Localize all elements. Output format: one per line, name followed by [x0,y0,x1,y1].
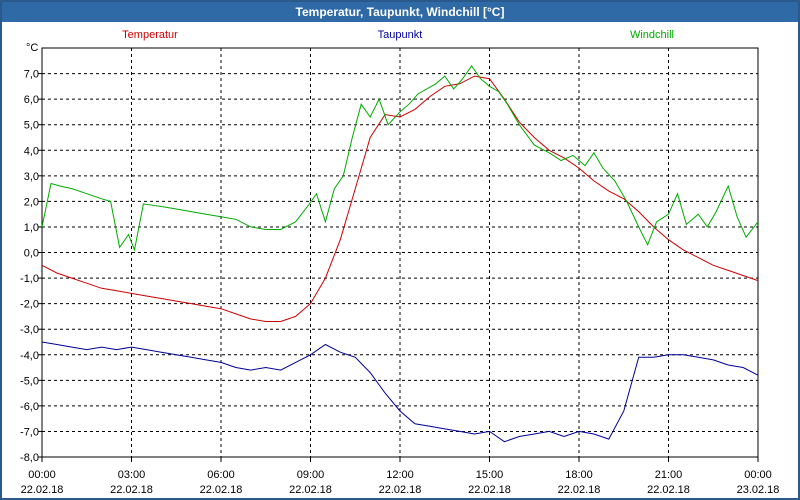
y-tick-label: 5,0 [24,120,39,132]
y-tick-label: -7,0 [20,426,39,438]
x-tick-date: 22.02.18 [558,484,601,496]
y-tick-label: -4,0 [20,350,39,362]
x-tick-date: 22.02.18 [200,484,243,496]
series-line-windchill [41,65,759,252]
y-tick-label: -8,0 [20,452,39,464]
x-axis-ticks: 00:00 22.02.18 03:00 22.02.18 06:00 22.02.18 0… [21,457,780,496]
legend-entry: Taupunkt [378,29,423,41]
y-tick-label: 6,0 [24,94,39,106]
legend: Temperatur Taupunkt Windchill [122,29,674,41]
x-tick-time: 21:00 [655,469,683,481]
x-tick-time: 00:00 [744,469,772,481]
x-tick-time: 06:00 [207,469,235,481]
x-tick-time: 18:00 [565,469,593,481]
x-tick-time: 09:00 [297,469,325,481]
grid [42,48,758,458]
x-tick-date: 22.02.18 [647,484,690,496]
x-tick-time: 15:00 [476,469,504,481]
y-tick-label: -1,0 [20,273,39,285]
x-tick-time: 03:00 [118,469,146,481]
x-tick-time: 00:00 [28,469,56,481]
series-line-taupunkt [41,341,759,443]
y-tick-label: 7,0 [24,69,39,81]
window-title: Temperatur, Taupunkt, Windchill [°C] [2,2,798,22]
x-tick-date: 22.02.18 [110,484,153,496]
y-tick-label: 3,0 [24,171,39,183]
x-tick-date: 22.02.18 [379,484,422,496]
legend-entry: Temperatur [122,29,178,41]
y-tick-label: -3,0 [20,324,39,336]
y-tick-label: 2,0 [24,196,39,208]
y-axis-unit-label: °C [26,42,38,54]
y-tick-label: -2,0 [20,299,39,311]
y-tick-label: 4,0 [24,145,39,157]
x-tick-date: 23.02.18 [737,484,780,496]
x-tick-date: 22.02.18 [468,484,511,496]
y-tick-label: -5,0 [20,375,39,387]
series-lines [41,65,759,443]
x-tick-time: 12:00 [386,469,414,481]
series-line-temperatur [41,75,759,322]
legend-entry: Windchill [630,29,674,41]
y-tick-label: 0,0 [24,248,39,260]
y-axis-ticks: 7,0 6,0 5,0 4,0 3,0 2,0 1,0 0,0 -1,0 -2,0 -3,0 -4,0… [20,69,42,464]
y-tick-label: -6,0 [20,401,39,413]
x-tick-date: 22.02.18 [21,484,64,496]
y-tick-label: 1,0 [24,222,39,234]
x-tick-date: 22.02.18 [289,484,332,496]
